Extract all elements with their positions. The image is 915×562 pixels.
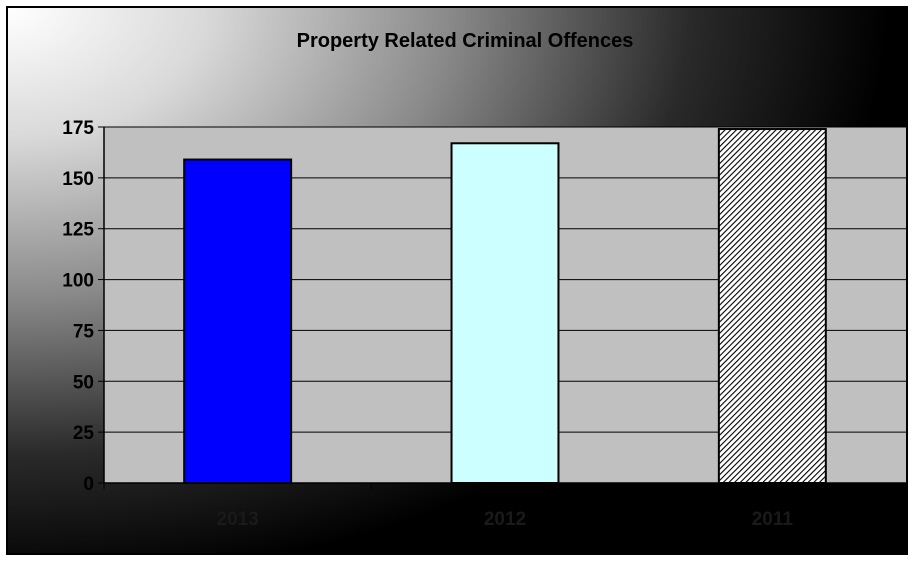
y-tick-label: 150 bbox=[62, 169, 94, 190]
x-tick-label: 2012 bbox=[484, 509, 526, 530]
x-tick-labels: 2013 2012 2011 bbox=[217, 509, 794, 530]
y-tick-label: 175 bbox=[62, 118, 94, 139]
y-tick-labels: 0 25 50 75 100 125 150 175 bbox=[62, 118, 94, 495]
y-tick-label: 0 bbox=[83, 474, 94, 495]
bar-2012 bbox=[450, 142, 560, 484]
x-tick-label: 2013 bbox=[217, 509, 259, 530]
chart-title: Property Related Criminal Offences bbox=[297, 30, 634, 52]
y-tick-label: 50 bbox=[73, 372, 94, 393]
y-tick-label: 125 bbox=[62, 220, 94, 241]
bars bbox=[183, 128, 827, 485]
axes bbox=[98, 126, 907, 489]
y-tick-label: 25 bbox=[73, 423, 95, 444]
y-tick-label: 75 bbox=[73, 321, 95, 342]
bar-2013 bbox=[183, 158, 293, 484]
x-tick-label: 2011 bbox=[752, 509, 794, 530]
bar-2011 bbox=[717, 128, 827, 485]
y-tick-label: 100 bbox=[62, 271, 94, 292]
